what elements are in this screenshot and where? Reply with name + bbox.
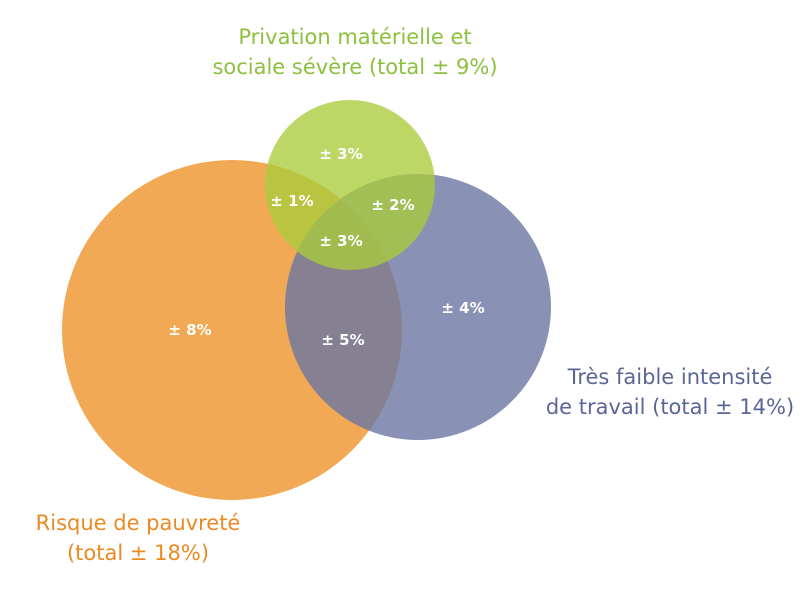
region-all-three-label: ± 3%	[319, 232, 362, 250]
green-circle-privation	[265, 100, 435, 270]
region-orange-blue-label: ± 5%	[321, 331, 364, 349]
orange-set-label: Risque de pauvreté (total ± 18%)	[8, 508, 268, 568]
blue-set-label-line2: de travail (total ± 14%)	[545, 395, 795, 419]
region-green-only-label: ± 3%	[319, 145, 362, 163]
region-orange-green-label: ± 1%	[270, 192, 313, 210]
green-set-label-line2: sociale sévère (total ± 9%)	[212, 55, 498, 79]
green-set-label: Privation matérielle et sociale sévère (…	[200, 22, 510, 82]
blue-set-label-line1: Très faible intensité	[567, 365, 773, 389]
orange-set-label-line2: (total ± 18%)	[66, 541, 210, 565]
region-orange-only-label: ± 8%	[168, 321, 211, 339]
orange-set-label-line1: Risque de pauvreté	[35, 511, 241, 535]
region-blue-only-label: ± 4%	[441, 299, 484, 317]
green-set-label-line1: Privation matérielle et	[238, 25, 472, 49]
blue-set-label: Très faible intensité de travail (total …	[535, 362, 805, 422]
region-green-blue-label: ± 2%	[371, 196, 414, 214]
